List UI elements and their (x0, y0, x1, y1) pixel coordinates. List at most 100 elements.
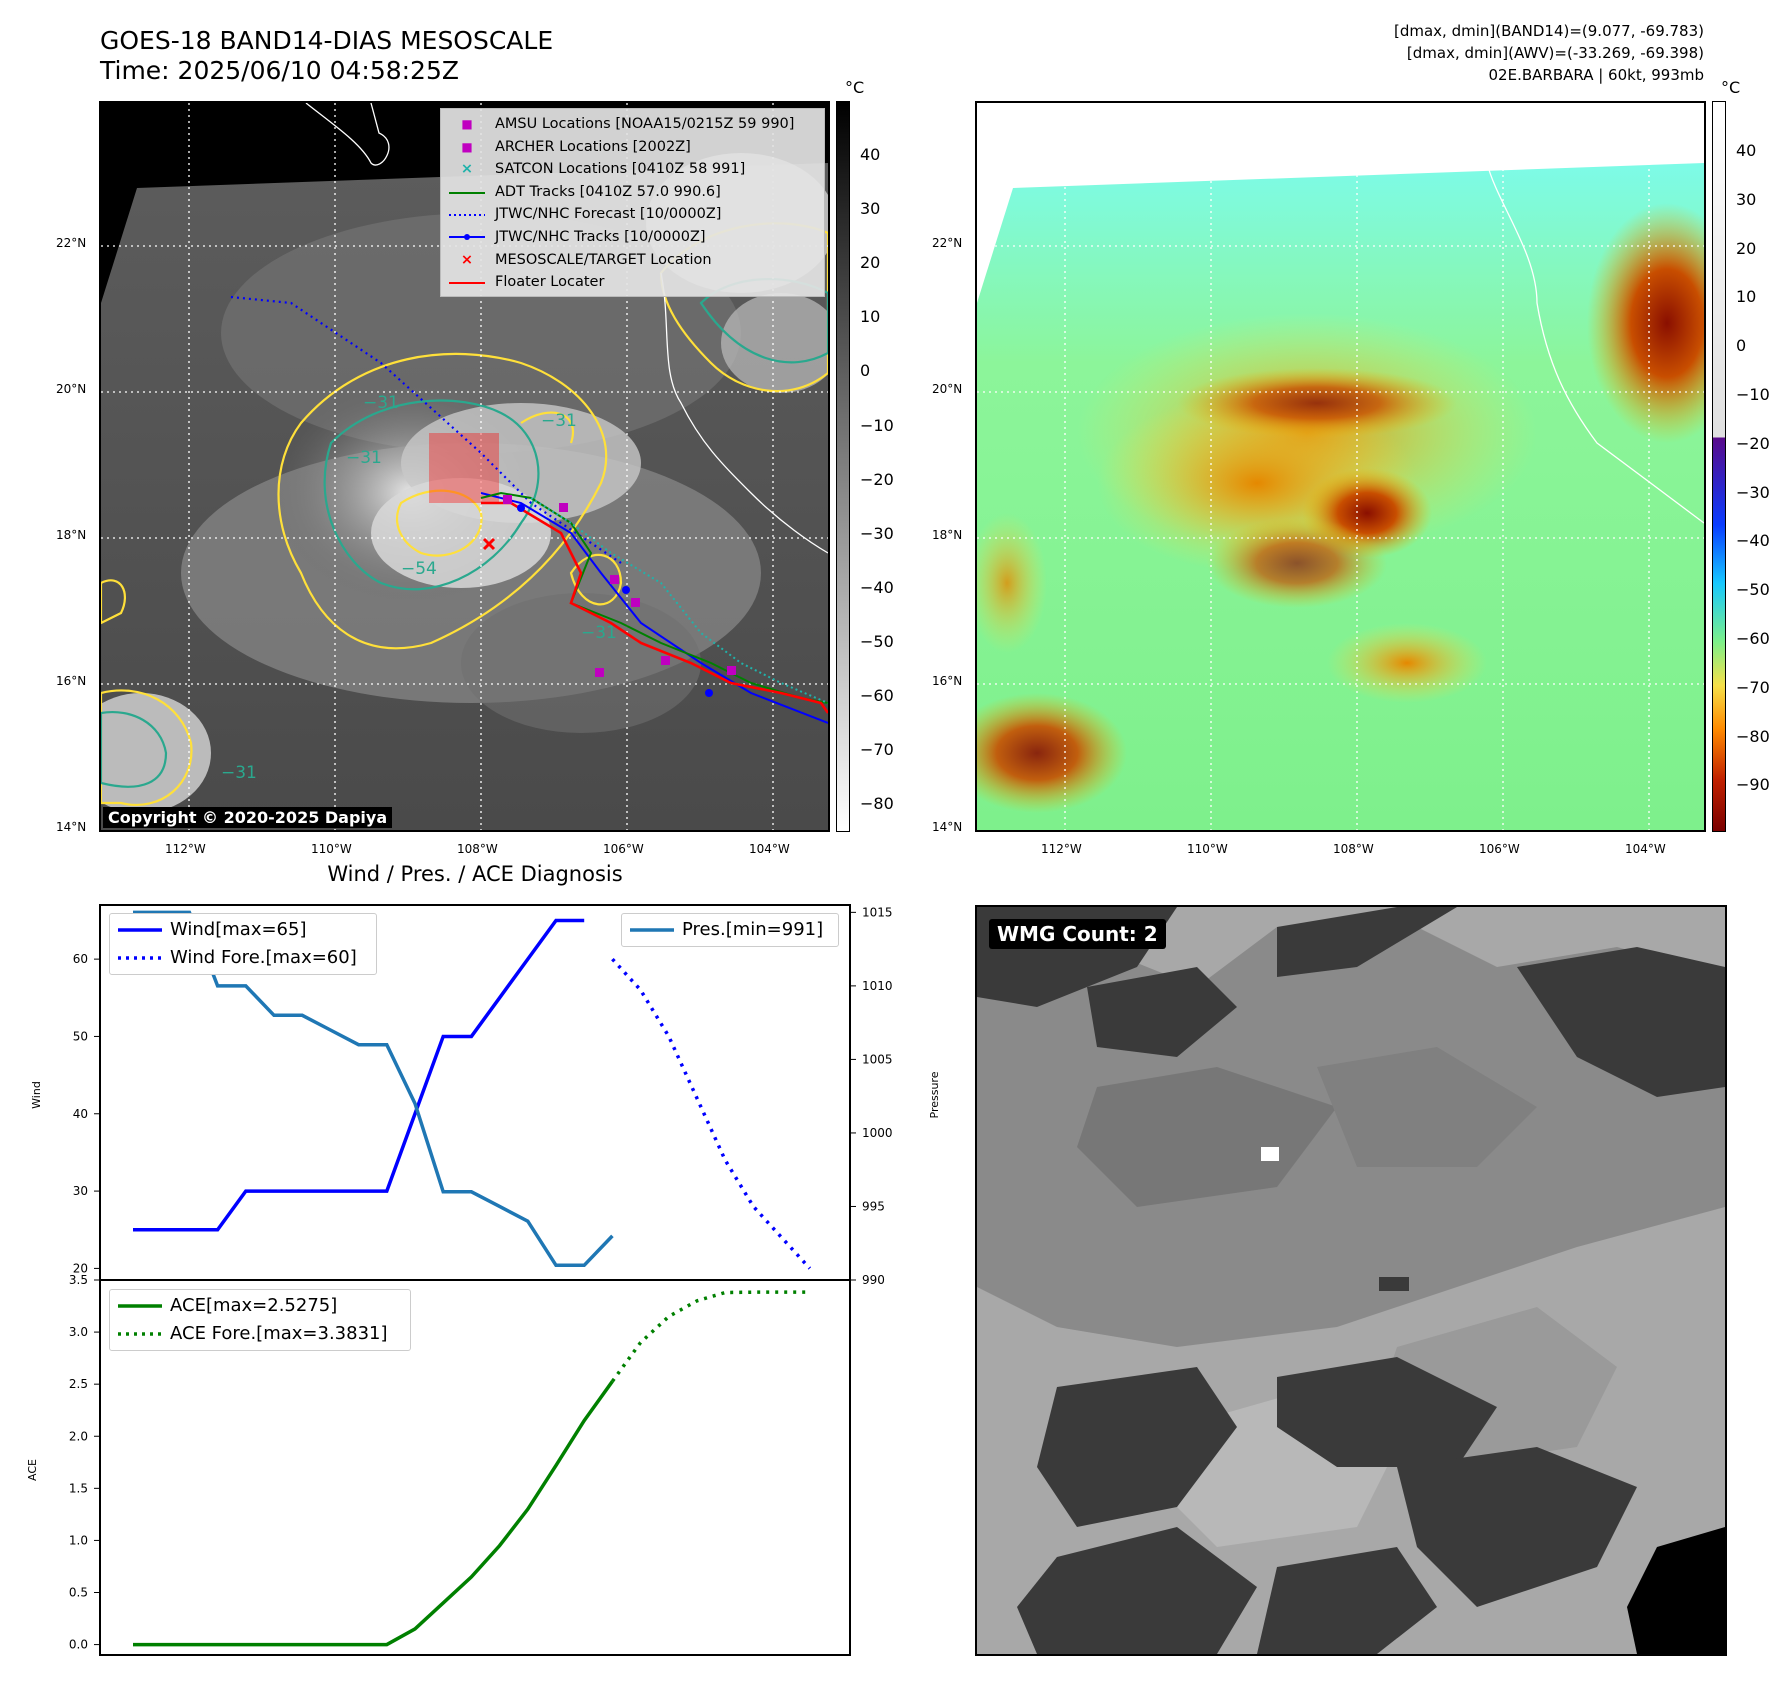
wv-colorbar-tick: −40 (1736, 531, 1770, 551)
wv-colorbar-tick: −60 (1736, 629, 1770, 648)
wv-colorbar-tick: 0 (1736, 336, 1747, 356)
legend-label: MESOSCALE/TARGET Location (495, 251, 712, 268)
wv-colorbar-tick: −70 (1736, 677, 1770, 697)
info-storm: 02E.BARBARA | 60kt, 993mb (1488, 66, 1704, 84)
target-box (429, 433, 499, 503)
solid-line-icon (118, 928, 162, 932)
wind-tick-label: 50 (73, 1029, 88, 1043)
ace-tick-label: 0.5 (69, 1586, 88, 1600)
wv-colorbar-tick: −10 (1736, 385, 1770, 404)
lat-label: 20°N (56, 382, 87, 396)
lon-label: 112°W (165, 842, 206, 856)
legend-label: JTWC/NHC Tracks [10/0000Z] (495, 228, 706, 245)
lon-label: 108°W (1333, 842, 1374, 856)
legend-label: Pres.[min=991] (682, 919, 824, 940)
contour-label: −31 (541, 411, 577, 431)
wmg-count-badge: WMG Count: 2 (989, 919, 1166, 949)
legend-label: ACE[max=2.5275] (170, 1295, 338, 1316)
legend-item-floater: Floater Locater (447, 271, 818, 294)
ir-colorbar-tick: −10 (860, 415, 894, 435)
nhc-track (480, 492, 828, 724)
satcon-track (530, 497, 828, 704)
lon-label: 112°W (1041, 842, 1082, 856)
coastline (1486, 162, 1704, 524)
contour-label: −31 (221, 763, 257, 783)
ir-colorbar-tick: 30 (860, 199, 881, 219)
map-legend: ■ AMSU Locations [NOAA15/0215Z 59 990] ■ A… (440, 108, 825, 297)
ir-colorbar-tick: −80 (860, 794, 894, 814)
ace-ylabel: ACE (26, 1459, 39, 1481)
wind-yticks: 60 50 40 30 20 (73, 952, 100, 1275)
ir-colorbar-tick: 10 (860, 307, 881, 327)
lon-label: 108°W (457, 842, 498, 856)
legend-label: AMSU Locations [NOAA15/0215Z 59 990] (495, 116, 795, 132)
wind-series-line (133, 918, 585, 1232)
wv-map-panel (975, 101, 1706, 832)
wv-colorbar-tick: 20 (1736, 238, 1757, 258)
wv-colorbar-tick: 10 (1736, 287, 1757, 307)
ir-colorbar-tick: −40 (860, 577, 894, 597)
wind-forecast-series-line (611, 957, 812, 1270)
lat-label: 16°N (56, 674, 87, 688)
legend-label: ARCHER Locations [2002Z] (495, 138, 691, 155)
ace-forecast-series-line (610, 1290, 810, 1383)
info-awv: [dmax, dmin](AWV)=(-33.269, -69.398) (1406, 44, 1704, 62)
map-gridlines (977, 103, 1704, 830)
wv-map-image (977, 103, 1704, 830)
ace-tick-label: 2.0 (69, 1429, 88, 1443)
x-marker-icon: × (460, 161, 474, 178)
pres-ylabel: Pressure (928, 1071, 941, 1118)
square-marker-icon: ■ (461, 139, 473, 154)
forecast-track (230, 295, 622, 564)
legend-item-forecast: JTWC/NHC Forecast [10/0000Z] (447, 203, 818, 226)
legend-label: Floater Locater (495, 274, 605, 291)
wmg-panel: WMG Count: 2 (975, 905, 1727, 1656)
ace-tick-label: 1.0 (69, 1533, 88, 1547)
lat-label: 14°N (932, 820, 963, 834)
legend-label: ADT Tracks [0410Z 57.0 990.6] (495, 183, 721, 200)
ace-tick-label: 1.5 (69, 1481, 88, 1495)
diagnosis-title: Wind / Pres. / ACE Diagnosis (327, 862, 623, 886)
legend-item-pres: Pres.[min=991] (630, 916, 830, 944)
pres-tick-label: 1000 (862, 1126, 893, 1140)
lat-label: 20°N (932, 382, 963, 396)
pres-tick-label: 1015 (862, 905, 893, 919)
dotted-line-icon (447, 203, 487, 226)
ace-tick-label: 2.5 (69, 1377, 88, 1391)
legend-item-wind-fore: Wind Fore.[max=60] (118, 944, 368, 972)
legend-label: JTWC/NHC Forecast [10/0000Z] (495, 206, 722, 223)
ir-colorbar-tick: −60 (860, 686, 894, 705)
wind-ylabel: Wind (30, 1081, 43, 1109)
lat-label: 18°N (932, 528, 963, 542)
ir-colorbar-tick: −50 (860, 631, 894, 651)
lon-label: 106°W (1479, 842, 1520, 856)
legend-item-ace-fore: ACE Fore.[max=3.3831] (118, 1320, 402, 1348)
ir-colorbar-tick: 40 (860, 145, 881, 164)
ace-tick-label: 3.0 (69, 1325, 88, 1339)
wv-colorbar-tick: −20 (1736, 433, 1770, 453)
lon-label: 106°W (603, 842, 644, 856)
adt-track (480, 491, 828, 704)
coastline (305, 103, 828, 554)
ir-colorbar-tick: −20 (860, 469, 894, 489)
wv-colorbar-tick: −80 (1736, 726, 1770, 746)
legend-item-wind: Wind[max=65] (118, 916, 368, 944)
wmg-marker (1261, 1147, 1279, 1161)
lon-label: 110°W (1187, 842, 1228, 856)
contour-label: −31 (363, 393, 399, 413)
ir-colorbar-tick: −70 (860, 740, 894, 760)
lat-label: 18°N (56, 528, 87, 542)
wv-colorbar-tick: −50 (1736, 580, 1770, 600)
dotted-line-icon (118, 1332, 162, 1336)
contour-label: −54 (401, 559, 437, 579)
lat-label: 16°N (932, 674, 963, 688)
diagnosis-chart: 60 50 40 30 20 1015 1010 1005 1000 995 990 3.5 3.0… (26, 904, 941, 1656)
legend-label: Wind Fore.[max=60] (170, 947, 357, 968)
pres-tick-label: 990 (862, 1273, 885, 1287)
ace-tick-label: 3.5 (69, 1273, 88, 1287)
pres-tick-label: 995 (862, 1199, 885, 1213)
wv-colorbar-tick: 30 (1736, 189, 1757, 209)
wv-colorbar-unit: °C (1721, 78, 1741, 97)
wind-tick-label: 40 (73, 1107, 88, 1121)
legend-label: SATCON Locations [0410Z 58 991] (495, 161, 746, 178)
